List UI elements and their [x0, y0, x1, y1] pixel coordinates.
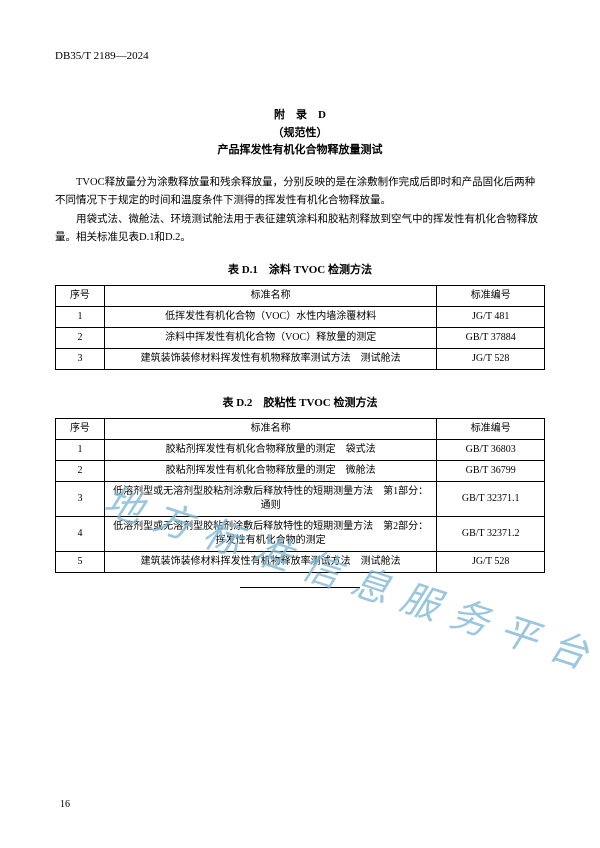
cell-seq: 2: [56, 328, 105, 349]
cell-code: JG/T 528: [437, 552, 545, 573]
cell-name: 胶粘剂挥发性有机化合物释放量的测定 微舱法: [104, 461, 437, 482]
cell-seq: 1: [56, 440, 105, 461]
cell-name: 低挥发性有机化合物（VOC）水性内墙涂覆材料: [104, 307, 437, 328]
cell-code: GB/T 32371.2: [437, 517, 545, 552]
cell-code: GB/T 37884: [437, 328, 545, 349]
paragraph-1: TVOC释放量分为涂敷释放量和残余释放量，分别反映的是在涂敷制作完成后即时和产品…: [55, 174, 545, 210]
table-row: 4 低溶剂型或无溶剂型胶粘剂涂敷后释放特性的短期测量方法 第2部分：挥发性有机化…: [56, 517, 545, 552]
cell-code: GB/T 36799: [437, 461, 545, 482]
page-number: 16: [60, 799, 70, 810]
document-id: DB35/T 2189—2024: [55, 50, 545, 62]
cell-seq: 3: [56, 482, 105, 517]
table-d2: 序号 标准名称 标准编号 1 胶粘剂挥发性有机化合物释放量的测定 袋式法 GB/…: [55, 418, 545, 573]
paragraph-2: 用袋式法、微舱法、环境测试舱法用于表征建筑涂料和胶粘剂释放到空气中的挥发性有机化…: [55, 211, 545, 247]
cell-name: 低溶剂型或无溶剂型胶粘剂涂敷后释放特性的短期测量方法 第2部分：挥发性有机化合物…: [104, 517, 437, 552]
cell-seq: 5: [56, 552, 105, 573]
cell-seq: 2: [56, 461, 105, 482]
table-row: 序号 标准名称 标准编号: [56, 286, 545, 307]
table-row: 序号 标准名称 标准编号: [56, 419, 545, 440]
table-row: 2 胶粘剂挥发性有机化合物释放量的测定 微舱法 GB/T 36799: [56, 461, 545, 482]
cell-name: 涂料中挥发性有机化合物（VOC）释放量的测定: [104, 328, 437, 349]
col-header-name: 标准名称: [104, 419, 437, 440]
cell-code: GB/T 32371.1: [437, 482, 545, 517]
cell-name: 建筑装饰装修材料挥发性有机物释放率测试方法 测试舱法: [104, 349, 437, 370]
table-row: 5 建筑装饰装修材料挥发性有机物释放率测试方法 测试舱法 JG/T 528: [56, 552, 545, 573]
cell-name: 建筑装饰装修材料挥发性有机物释放率测试方法 测试舱法: [104, 552, 437, 573]
col-header-seq: 序号: [56, 286, 105, 307]
table-row: 3 建筑装饰装修材料挥发性有机物释放率测试方法 测试舱法 JG/T 528: [56, 349, 545, 370]
table-row: 1 胶粘剂挥发性有机化合物释放量的测定 袋式法 GB/T 36803: [56, 440, 545, 461]
appendix-line-3: 产品挥发性有机化合物释放量测试: [55, 142, 545, 160]
col-header-name: 标准名称: [104, 286, 437, 307]
table-row: 2 涂料中挥发性有机化合物（VOC）释放量的测定 GB/T 37884: [56, 328, 545, 349]
cell-seq: 4: [56, 517, 105, 552]
table-row: 3 低溶剂型或无溶剂型胶粘剂涂敷后释放特性的短期测量方法 第1部分：通则 GB/…: [56, 482, 545, 517]
appendix-line-1: 附 录 D: [55, 107, 545, 125]
col-header-seq: 序号: [56, 419, 105, 440]
appendix-line-2: （规范性）: [55, 125, 545, 143]
cell-code: GB/T 36803: [437, 440, 545, 461]
section-end-rule: [240, 587, 360, 588]
cell-name: 胶粘剂挥发性有机化合物释放量的测定 袋式法: [104, 440, 437, 461]
cell-code: JG/T 528: [437, 349, 545, 370]
table-d1: 序号 标准名称 标准编号 1 低挥发性有机化合物（VOC）水性内墙涂覆材料 JG…: [55, 285, 545, 370]
table-d2-caption: 表 D.2 胶粘性 TVOC 检测方法: [55, 394, 545, 410]
table-d1-caption: 表 D.1 涂料 TVOC 检测方法: [55, 261, 545, 277]
appendix-header: 附 录 D （规范性） 产品挥发性有机化合物释放量测试: [55, 107, 545, 160]
cell-name: 低溶剂型或无溶剂型胶粘剂涂敷后释放特性的短期测量方法 第1部分：通则: [104, 482, 437, 517]
col-header-code: 标准编号: [437, 286, 545, 307]
cell-code: JG/T 481: [437, 307, 545, 328]
cell-seq: 1: [56, 307, 105, 328]
table-row: 1 低挥发性有机化合物（VOC）水性内墙涂覆材料 JG/T 481: [56, 307, 545, 328]
cell-seq: 3: [56, 349, 105, 370]
col-header-code: 标准编号: [437, 419, 545, 440]
